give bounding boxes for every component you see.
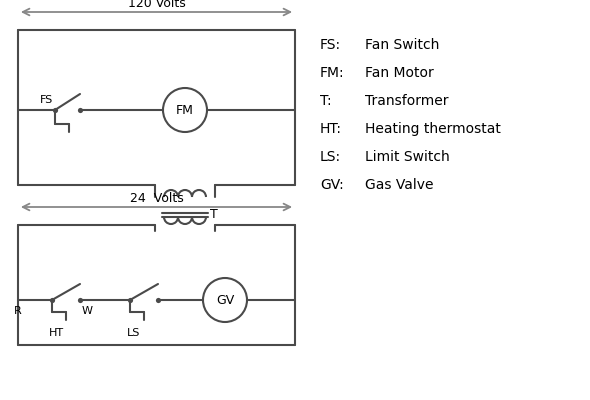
Text: FM:: FM: [320, 66, 345, 80]
Text: T: T [210, 208, 218, 222]
Text: HT: HT [48, 328, 64, 338]
Text: W: W [82, 306, 93, 316]
Text: LS:: LS: [320, 150, 341, 164]
Text: 24  Volts: 24 Volts [130, 192, 183, 205]
Text: FS: FS [40, 95, 53, 105]
Text: Limit Switch: Limit Switch [365, 150, 450, 164]
Text: T:: T: [320, 94, 332, 108]
Text: Transformer: Transformer [365, 94, 448, 108]
Text: N: N [284, 0, 295, 2]
Text: R: R [14, 306, 22, 316]
Text: GV:: GV: [320, 178, 344, 192]
Text: 120 Volts: 120 Volts [127, 0, 185, 10]
Text: Gas Valve: Gas Valve [365, 178, 434, 192]
Text: Fan Switch: Fan Switch [365, 38, 440, 52]
Text: GV: GV [216, 294, 234, 306]
Text: Heating thermostat: Heating thermostat [365, 122, 501, 136]
Text: FM: FM [176, 104, 194, 116]
Text: FS:: FS: [320, 38, 341, 52]
Text: LS: LS [127, 328, 140, 338]
Text: HT:: HT: [320, 122, 342, 136]
Text: L1: L1 [18, 0, 35, 2]
Text: Fan Motor: Fan Motor [365, 66, 434, 80]
